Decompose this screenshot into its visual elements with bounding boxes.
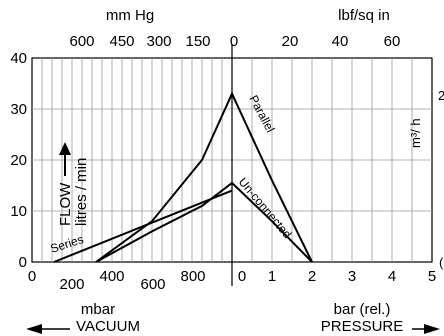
right-edge-label: ( [439,255,444,270]
right-edge-label: 2 [438,88,444,103]
pressure-arrow-icon [424,324,440,334]
bottom-tick-mbar-zero: 0 [28,268,36,285]
flow-arrow-icon [59,142,71,155]
y-tick-label: 40 [10,50,27,67]
bottom-axis-title-mbar: mbar [81,301,115,318]
top-axis-title-mmhg: mm Hg [106,7,154,24]
chart-grid [31,44,433,286]
bottom-tick-zero: 0 [238,268,246,285]
top-tick-mmhg: 0 [230,33,238,50]
bottom-tick-bar: 4 [388,268,396,285]
y-tick-label: 0 [19,254,27,271]
bottom-tick-mbar: 200 [59,276,84,293]
bottom-tick-mbar: 600 [140,276,165,293]
vacuum-label: VACUUM [76,318,140,335]
series-label-parallel: Parallel [246,93,277,135]
top-axis-title-lbf: lbf/sq in [338,7,390,24]
bottom-tick-bar: 2 [308,268,316,285]
top-tick-lbf: 60 [384,33,401,50]
bottom-tick-bar: 5 [428,268,436,285]
top-tick-mmhg: 150 [185,33,210,50]
chart-curves [53,91,313,263]
flow-label: FLOW [57,182,74,226]
top-tick-mmhg: 450 [109,33,134,50]
y-tick-label: 30 [10,101,27,118]
bottom-tick-bar: 1 [268,268,276,285]
bottom-tick-mbar: 400 [99,268,124,285]
vacuum-arrow-icon [26,324,42,334]
pressure-label: PRESSURE [321,318,404,335]
bottom-tick-mbar: 800 [180,268,205,285]
series-series-line [53,189,233,263]
top-tick-mmhg: 600 [69,33,94,50]
bottom-axis-title-bar: bar (rel.) [334,301,391,318]
series-un-connected-line [95,181,313,263]
series-parallel-line [95,91,313,263]
right-unit-label: m³/ h [408,118,423,148]
flow-units-label: litres / min [73,158,90,226]
y-tick-label: 20 [10,152,27,169]
top-tick-lbf: 40 [332,33,349,50]
top-tick-mmhg: 300 [146,33,171,50]
top-tick-lbf: 20 [282,33,299,50]
bottom-tick-bar: 3 [348,268,356,285]
y-tick-label: 10 [10,203,27,220]
